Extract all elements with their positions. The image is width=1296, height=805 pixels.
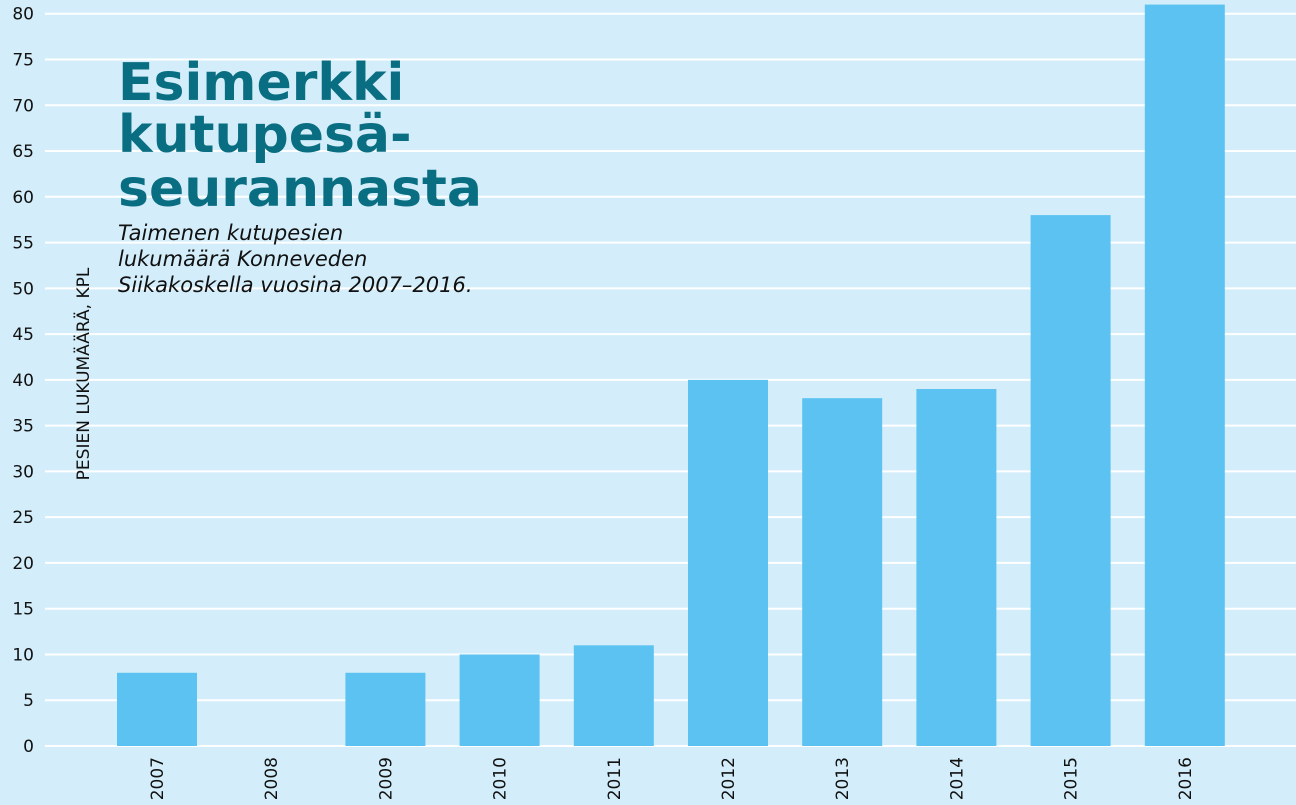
y-tick-label: 5 [23, 691, 34, 711]
x-tick-label: 2010 [491, 757, 511, 800]
bar [916, 389, 997, 746]
y-tick-label: 65 [12, 142, 34, 162]
x-tick-label: 2014 [947, 757, 967, 800]
x-tick-label: 2015 [1062, 757, 1082, 800]
bars [117, 4, 1225, 747]
bar [1144, 4, 1225, 747]
x-tick-label: 2016 [1176, 757, 1196, 800]
bar [802, 398, 883, 746]
chart-title: kutupesä- [118, 105, 412, 165]
x-tick-label: 2011 [605, 757, 625, 800]
bar [117, 672, 197, 746]
x-tick-label: 2007 [148, 757, 168, 800]
y-tick-label: 30 [12, 462, 34, 482]
y-tick-label: 15 [12, 600, 34, 620]
y-tick-label: 70 [12, 96, 34, 116]
x-tick-label: 2012 [719, 757, 739, 800]
subtitle: Siikakoskella vuosina 2007–2016. [118, 273, 473, 297]
y-tick-label: 50 [12, 279, 34, 299]
subtitle: Taimenen kutupesien [118, 221, 343, 245]
chart-title: seurannasta [118, 159, 482, 219]
bar [345, 672, 426, 746]
bar [573, 645, 654, 746]
x-tick-label: 2008 [262, 757, 282, 800]
y-tick-label: 45 [12, 325, 34, 345]
x-tick-label: 2009 [376, 757, 396, 800]
bar [1030, 215, 1111, 746]
y-axis-label: PESIEN LUKUMÄÄRÄ, KPL [73, 267, 94, 480]
chart-title: Esimerkki [118, 53, 404, 113]
y-tick-label: 60 [12, 188, 34, 208]
y-tick-label: 35 [12, 417, 34, 437]
y-tick-label: 0 [23, 737, 34, 757]
x-tick-label: 2013 [833, 757, 853, 800]
bar [459, 654, 540, 746]
y-tick-label: 20 [12, 554, 34, 574]
y-tick-label: 75 [12, 50, 34, 70]
y-tick-label: 25 [12, 508, 34, 528]
y-tick-label: 40 [12, 371, 34, 391]
bar [688, 379, 768, 746]
y-tick-label: 55 [12, 234, 34, 254]
subtitle: lukumäärä Konneveden [118, 247, 367, 271]
y-tick-label: 10 [12, 645, 34, 665]
y-tick-label: 80 [12, 5, 34, 25]
